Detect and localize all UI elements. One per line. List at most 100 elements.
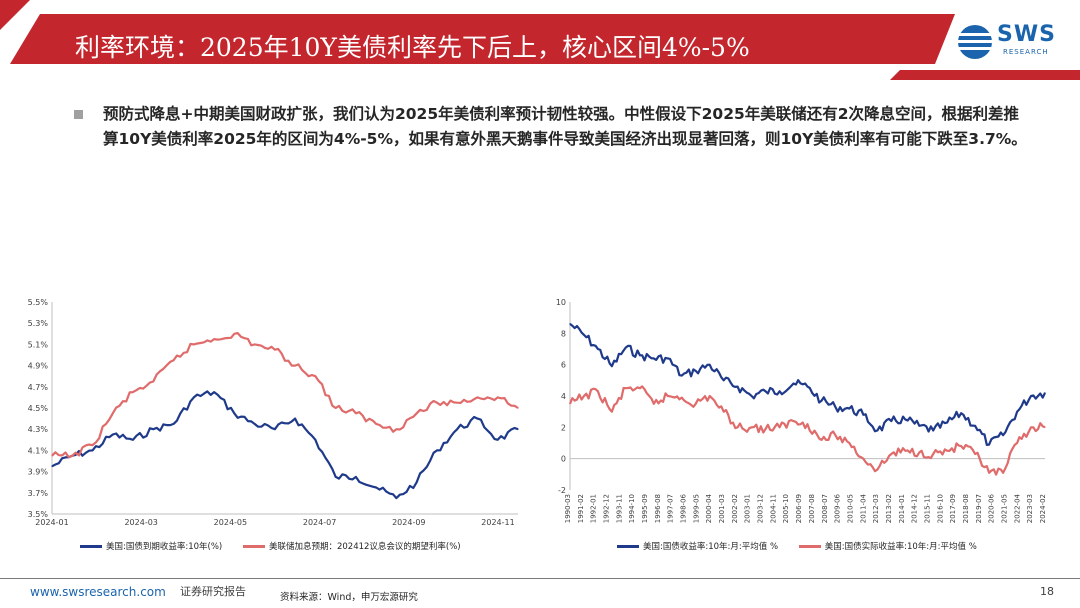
title-banner <box>0 0 1080 80</box>
y-tick-label: 4.9% <box>28 362 49 371</box>
data-point <box>862 458 864 460</box>
data-point <box>974 453 976 455</box>
data-point <box>890 453 892 455</box>
series-line <box>51 332 519 459</box>
x-tick-label: 1995-09 <box>641 494 649 523</box>
data-point <box>695 403 697 405</box>
series-line <box>51 390 519 500</box>
data-point <box>765 428 767 430</box>
left-chart-legend: 美国:国债到期收益率:10年(%) 美联储加息预期：202412议息会议的期望利… <box>80 540 461 552</box>
x-tick-label: 2016-10 <box>936 494 944 523</box>
data-point <box>834 434 836 436</box>
data-point <box>355 476 357 478</box>
legend-swatch-red <box>798 545 821 548</box>
y-tick-label: 2 <box>561 423 566 432</box>
data-point <box>918 425 920 427</box>
x-tick-label: 2012-03 <box>872 494 880 523</box>
y-tick-label: 4 <box>561 392 566 401</box>
legend-series-1: 美国:国债到期收益率:10年(%) <box>106 542 223 552</box>
x-tick-label: 1993-11 <box>615 494 623 523</box>
data-point <box>960 412 962 414</box>
y-tick-label: 0 <box>561 455 566 464</box>
data-point <box>173 359 175 361</box>
data-point <box>765 390 767 392</box>
x-tick-label: 2000-04 <box>705 493 713 523</box>
page-title: 利率环境：2025年10Y美债利率先下后上，核心区间4%-5% <box>75 33 750 62</box>
legend-swatch-blue <box>80 545 102 548</box>
legend-series-2: 美联储加息预期：202412议息会议的期望利率(%) <box>268 542 461 552</box>
data-point <box>314 375 316 377</box>
data-point <box>723 411 725 413</box>
data-point <box>233 412 235 414</box>
y-tick-label: 5.5% <box>28 298 49 307</box>
x-tick-label: 2003-12 <box>757 494 765 523</box>
x-tick-label: 1998-06 <box>680 493 688 523</box>
data-point <box>355 412 357 414</box>
data-point <box>1016 442 1018 444</box>
data-point <box>709 364 711 366</box>
logo-subtext: RESEARCH <box>1003 48 1049 56</box>
x-tick-label: 2001-03 <box>718 494 726 523</box>
data-point <box>294 365 296 367</box>
x-tick-label: 2024-03 <box>124 518 157 527</box>
x-tick-label: 2022-04 <box>1013 493 1021 523</box>
data-point <box>416 412 418 414</box>
data-point <box>436 449 438 451</box>
data-point <box>1002 434 1004 436</box>
x-tick-label: 1990-03 <box>564 494 572 523</box>
data-point <box>695 370 697 372</box>
sws-logo: SWS RESEARCH <box>957 22 1057 62</box>
title-banner-red <box>10 14 955 64</box>
y-tick-label: 3.7% <box>28 489 49 498</box>
y-tick-label: 8 <box>561 329 566 338</box>
data-point <box>848 442 850 444</box>
right-chart-legend: 美国:国债收益率:10年:月:平均值 % 美国:国债实际收益率:10年:月:平均… <box>617 540 977 552</box>
data-point <box>751 395 753 397</box>
data-point <box>233 333 235 335</box>
x-tick-label: 2024-02 <box>1039 494 1047 523</box>
x-tick-label: 2007-08 <box>808 494 816 523</box>
data-point <box>625 387 627 389</box>
x-tick-label: 1996-08 <box>654 494 662 523</box>
x-tick-label: 2024-07 <box>303 518 336 527</box>
y-tick-label: 4.3% <box>28 425 49 434</box>
data-point <box>152 428 154 430</box>
data-point <box>583 334 585 336</box>
data-point <box>904 418 906 421</box>
data-point <box>597 348 599 350</box>
data-point <box>779 390 781 392</box>
x-tick-label: 1992-12 <box>603 494 611 523</box>
data-point <box>988 444 990 446</box>
data-point <box>213 338 215 340</box>
data-point <box>653 403 655 405</box>
data-point <box>375 486 377 489</box>
data-point <box>779 426 781 428</box>
data-point <box>456 402 458 404</box>
data-point <box>395 497 397 499</box>
x-tick-label: 2008-07 <box>821 494 829 523</box>
data-point <box>723 379 725 381</box>
data-point <box>834 406 836 408</box>
x-tick-label: 2015-11 <box>923 494 931 523</box>
bullet-marker <box>74 110 83 119</box>
footer-divider <box>0 578 1080 579</box>
x-tick-label: 2024-11 <box>481 518 514 527</box>
data-point <box>946 422 948 424</box>
data-point <box>274 428 276 430</box>
x-tick-label: 2011-04 <box>859 493 867 523</box>
data-point <box>152 380 154 383</box>
footer-url-link[interactable]: www.swsresearch.com <box>30 585 166 599</box>
data-point <box>806 423 809 425</box>
data-point <box>436 402 438 404</box>
data-point <box>751 426 753 428</box>
report-label: 证券研究报告 <box>180 585 246 598</box>
data-point <box>51 465 53 467</box>
data-point <box>193 396 195 398</box>
data-point <box>517 428 519 430</box>
data-point <box>112 433 114 436</box>
data-point <box>395 428 397 430</box>
x-tick-label: 1997-07 <box>667 494 675 523</box>
y-tick-label: 5.3% <box>28 319 49 328</box>
data-point <box>497 439 499 441</box>
